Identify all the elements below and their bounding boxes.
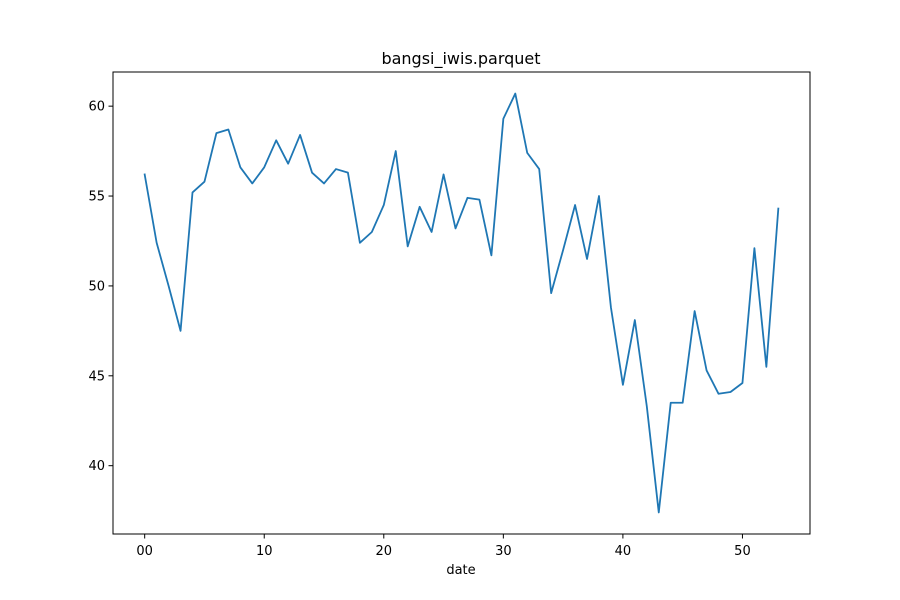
y-tick-label: 50 (88, 279, 105, 294)
x-tick-label: 00 (136, 544, 153, 559)
x-tick-label: 30 (495, 544, 512, 559)
x-tick-label: 40 (615, 544, 632, 559)
plot-area (113, 72, 810, 534)
x-tick-label: 10 (256, 544, 273, 559)
y-tick-label: 55 (88, 190, 105, 205)
y-tick-label: 40 (88, 459, 105, 474)
y-tick-label: 60 (88, 100, 105, 115)
series-layer (143, 92, 780, 514)
x-tick-label: 50 (734, 544, 751, 559)
x-axis-label: date (446, 563, 475, 578)
series-line (143, 92, 780, 514)
y-axis-ticks: 40 45 50 55 60 (88, 100, 113, 474)
x-tick-label: 20 (376, 544, 393, 559)
x-axis-ticks: 00 10 20 30 40 50 (136, 534, 751, 559)
chart-title: bangsi_iwis.parquet (381, 49, 540, 69)
plot-frame (112, 71, 811, 535)
y-tick-label: 45 (88, 369, 105, 384)
